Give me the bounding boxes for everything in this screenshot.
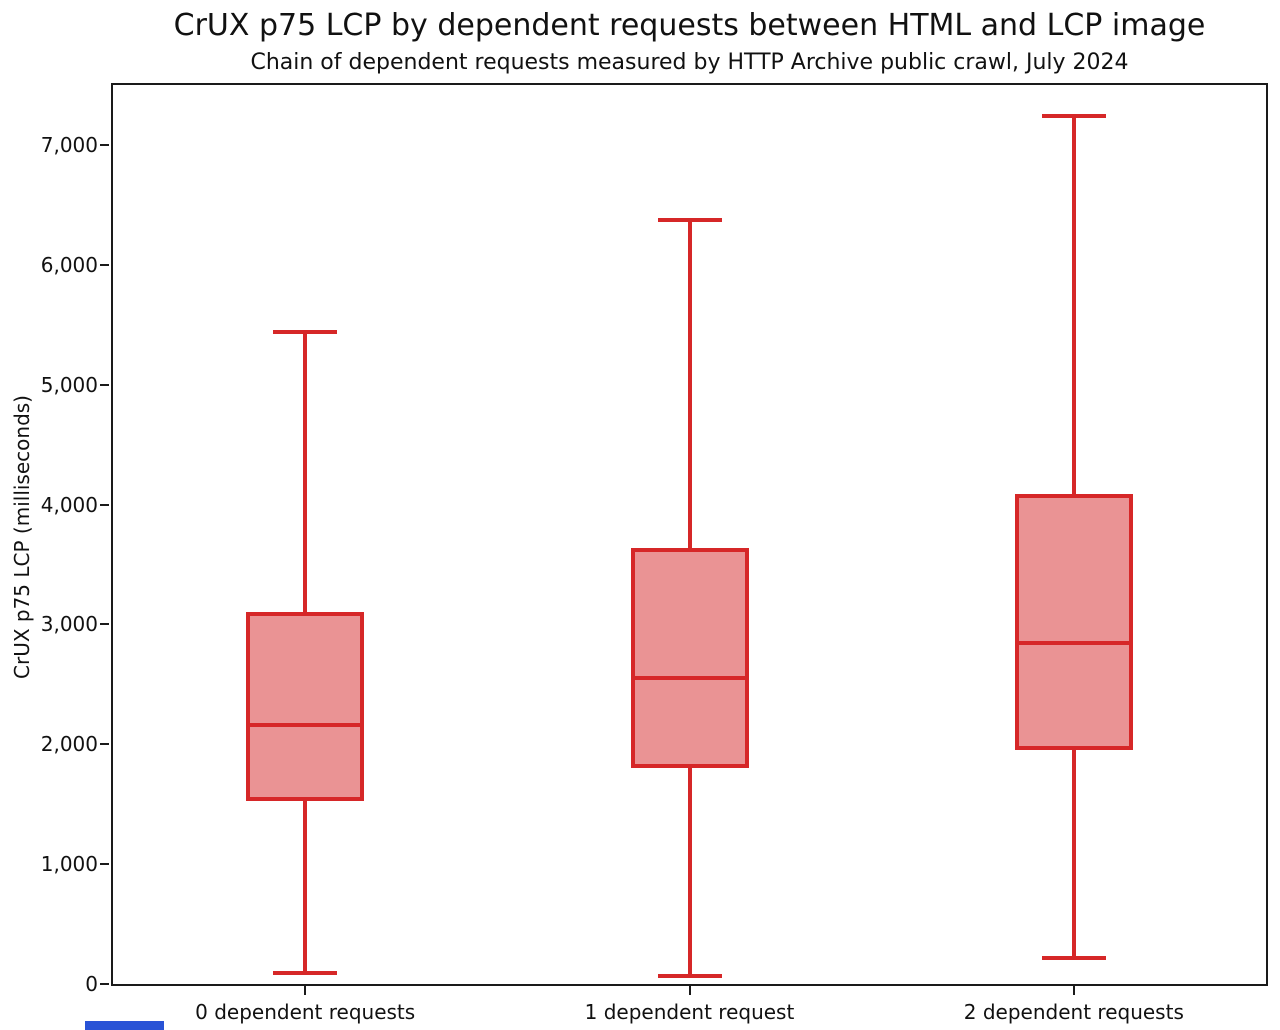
median-line [630,675,749,680]
y-tick-label: 5,000 [40,372,98,397]
median-line [246,723,365,728]
lower-whisker-cap [273,971,338,976]
iqr-box [630,547,749,768]
y-tick-label: 1,000 [40,852,98,877]
y-axis-label: CrUX p75 LCP (milliseconds) [10,395,34,679]
y-tick-mark [100,863,109,866]
upper-whisker-cap [1041,114,1106,119]
lower-whisker-line [1071,749,1076,959]
x-tick-label: 2 dependent requests [963,1000,1184,1024]
chart-title: CrUX p75 LCP by dependent requests betwe… [173,8,1206,43]
y-tick-mark [100,383,109,386]
y-tick-mark [100,623,109,626]
iqr-box [1014,493,1133,750]
upper-whisker-line [303,331,308,613]
x-tick-label: 1 dependent request [584,1000,795,1024]
chart-subtitle: Chain of dependent requests measured by … [250,50,1129,75]
upper-whisker-line [687,220,692,548]
y-tick-mark [100,743,109,746]
x-tick-mark [688,986,691,995]
upper-whisker-cap [657,218,722,223]
lower-whisker-line [303,800,308,974]
x-tick-mark [1072,986,1075,995]
y-tick-mark [100,143,109,146]
x-tick-label: 0 dependent requests [195,1000,416,1024]
y-tick-mark [100,263,109,266]
lower-whisker-line [687,767,692,977]
plot-area: 0 1,000 2,000 3,000 4,000 5,000 6,000 7,000 0 de… [41,83,1268,1024]
y-tick-mark [100,983,109,985]
median-line [1014,640,1133,645]
x-tick-mark [304,986,307,995]
iqr-box [246,612,365,801]
selection-artifact-strip [85,1021,164,1030]
y-tick-label: 2,000 [40,732,98,757]
y-tick-label: 0 [85,972,98,996]
y-tick-label: 4,000 [40,492,98,517]
y-tick-label: 3,000 [40,612,98,637]
upper-whisker-line [1071,116,1076,494]
y-tick-label: 7,000 [40,132,98,157]
upper-whisker-cap [273,329,338,334]
y-tick-mark [100,503,109,506]
y-tick-label: 6,000 [40,252,98,277]
lower-whisker-cap [657,974,722,979]
lower-whisker-cap [1041,956,1106,961]
